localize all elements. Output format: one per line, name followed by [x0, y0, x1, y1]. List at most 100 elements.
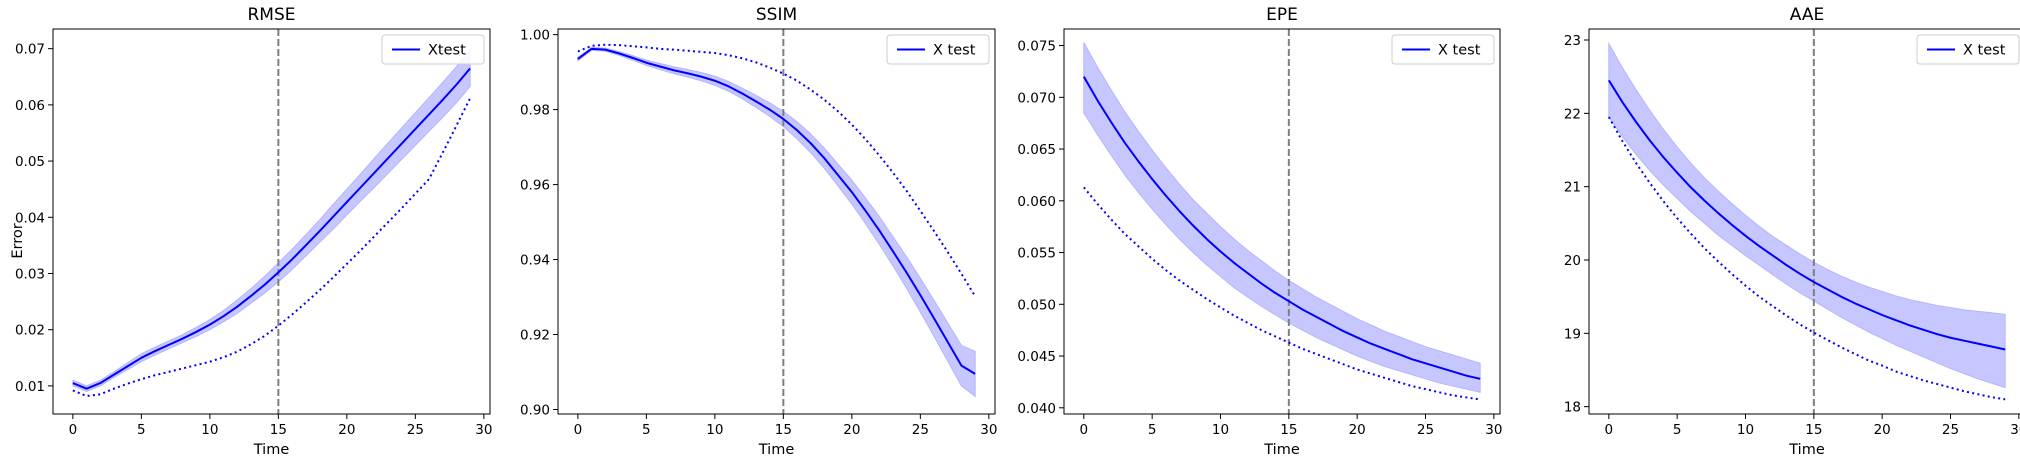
- legend-label: X test: [1438, 43, 1481, 59]
- y-tick-label: 21: [1564, 180, 1581, 196]
- y-tick-label: 23: [1564, 33, 1581, 49]
- y-tick-label: 0.04: [15, 210, 45, 226]
- x-tick-label: 5: [1673, 422, 1682, 438]
- series-line-dotted: [72, 97, 472, 398]
- y-tick-label: 0.90: [520, 403, 550, 419]
- x-tick-label: 25: [912, 422, 929, 438]
- panel-2: 0 5 10 15 20 25 30 0.040 0.045 0.050 0.055 0.060 0.0…: [1017, 5, 1502, 458]
- panel-title: RMSE: [247, 5, 295, 25]
- plot-area: [1607, 29, 2006, 414]
- x-tick-label: 30: [2010, 422, 2020, 438]
- y-tick-label: 0.92: [520, 328, 550, 344]
- panel-3: 0 5 10 15 20 25 30 18 19 20 21 22 23 AAE Time X test: [1564, 5, 2020, 458]
- y-tick-label: 0.055: [1017, 246, 1056, 262]
- x-tick-label: 5: [1148, 422, 1157, 438]
- y-tick-label: 0.075: [1017, 39, 1056, 55]
- plot-area: [72, 29, 472, 414]
- series-line-dotted: [1083, 186, 1481, 401]
- x-tick-label: 15: [775, 422, 792, 438]
- panel-0: 0 5 10 15 20 25 30 0.01 0.02 0.03 0.04 0.05 0.06 0.07…: [15, 5, 492, 458]
- x-tick-label: 30: [1485, 422, 1502, 438]
- x-tick-label: 20: [1874, 422, 1891, 438]
- x-tick-label: 25: [1942, 422, 1959, 438]
- x-tick-label: 0: [1605, 422, 1614, 438]
- series-line-solid: [1082, 76, 1481, 380]
- x-tick-label: 0: [574, 422, 583, 438]
- axes-frame: [52, 28, 491, 415]
- y-tick-label: 22: [1564, 106, 1581, 122]
- y-tick-label: 0.045: [1017, 349, 1056, 365]
- x-tick-label: 10: [1212, 422, 1229, 438]
- axes-frame: [1063, 28, 1501, 415]
- series-line-solid: [577, 47, 976, 375]
- x-axis-label: Time: [1788, 442, 1825, 458]
- x-tick-label: 5: [642, 422, 651, 438]
- x-tick-label: 10: [706, 422, 723, 438]
- panel-title: AAE: [1790, 5, 1824, 25]
- panel-title: EPE: [1266, 5, 1298, 25]
- panel-title: SSIM: [756, 5, 797, 25]
- axes-frame: [1588, 28, 2020, 415]
- x-axis-label: Time: [1263, 442, 1300, 458]
- y-tick-label: 19: [1564, 326, 1581, 342]
- y-tick-label: 0.07: [15, 42, 45, 58]
- legend-box: [1916, 34, 2020, 65]
- x-tick-label: 15: [1805, 422, 1822, 438]
- confidence-band: [577, 46, 976, 398]
- x-tick-label: 15: [1280, 422, 1297, 438]
- series-line-solid: [1607, 79, 2006, 351]
- y-tick-label: 0.070: [1017, 90, 1056, 106]
- y-tick-label: 0.03: [15, 266, 45, 282]
- legend-label: X test: [1963, 43, 2006, 59]
- x-tick-label: 25: [407, 422, 424, 438]
- y-tick-label: 0.050: [1017, 297, 1056, 313]
- axes-frame: [557, 28, 996, 415]
- x-tick-label: 20: [1349, 422, 1366, 438]
- y-tick-label: 0.98: [520, 103, 550, 119]
- y-tick-label: 20: [1564, 253, 1581, 269]
- confidence-band: [1083, 42, 1481, 393]
- y-tick-label: 0.01: [15, 379, 45, 395]
- x-tick-label: 20: [338, 422, 355, 438]
- x-axis-label: Time: [253, 442, 290, 458]
- legend-label: X test: [933, 43, 976, 59]
- y-tick-label: 18: [1564, 400, 1581, 416]
- legend-box: [1391, 34, 1495, 65]
- legend: X test: [1391, 34, 1495, 65]
- x-tick-label: 30: [980, 422, 997, 438]
- x-tick-label: 25: [1417, 422, 1434, 438]
- x-tick-label: 5: [137, 422, 146, 438]
- x-tick-label: 0: [1080, 422, 1089, 438]
- x-tick-label: 0: [69, 422, 78, 438]
- x-tick-label: 10: [1737, 422, 1754, 438]
- legend: X test: [1916, 34, 2020, 65]
- panel-1: 0 5 10 15 20 25 30 0.90 0.92 0.94 0.96 0.98 1.00 SSIM…: [520, 5, 997, 458]
- series-line-solid: [72, 67, 471, 390]
- legend-label: Xtest: [428, 43, 466, 59]
- legend: X test: [886, 34, 990, 65]
- y-tick-label: 0.02: [15, 323, 45, 339]
- legend-box: [886, 34, 990, 65]
- x-axis-label: Time: [758, 442, 795, 458]
- plot-area: [1082, 29, 1481, 414]
- figure-ylabel: Error: [10, 223, 26, 258]
- legend: Xtest: [381, 34, 485, 65]
- x-tick-label: 10: [201, 422, 218, 438]
- x-tick-label: 30: [475, 422, 492, 438]
- legend-box: [381, 34, 485, 65]
- plot-area: [577, 29, 976, 414]
- y-tick-label: 0.060: [1017, 194, 1056, 210]
- y-tick-label: 0.065: [1017, 142, 1056, 158]
- y-tick-label: 1.00: [520, 28, 550, 44]
- confidence-band: [72, 48, 471, 393]
- y-tick-label: 0.94: [520, 253, 550, 269]
- y-tick-label: 0.05: [15, 154, 45, 170]
- y-tick-label: 0.06: [15, 98, 45, 114]
- x-tick-label: 15: [270, 422, 287, 438]
- x-tick-label: 20: [843, 422, 860, 438]
- y-tick-label: 0.96: [520, 178, 550, 194]
- series-line-dotted: [577, 43, 976, 297]
- confidence-band: [1608, 41, 2006, 389]
- y-tick-label: 0.040: [1017, 401, 1056, 417]
